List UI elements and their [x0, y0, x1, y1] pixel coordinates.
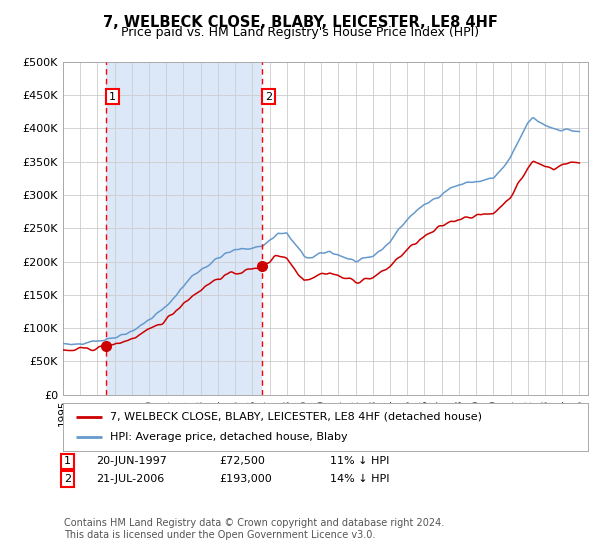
Text: 20-JUN-1997: 20-JUN-1997 — [96, 456, 167, 466]
Text: 14% ↓ HPI: 14% ↓ HPI — [330, 474, 389, 484]
Text: £193,000: £193,000 — [219, 474, 272, 484]
Bar — [106, 62, 262, 395]
Text: HPI: Average price, detached house, Blaby: HPI: Average price, detached house, Blab… — [110, 432, 348, 442]
Text: Contains HM Land Registry data © Crown copyright and database right 2024.
This d: Contains HM Land Registry data © Crown c… — [64, 518, 445, 540]
Text: 21-JUL-2006: 21-JUL-2006 — [96, 474, 164, 484]
Text: 2: 2 — [265, 92, 272, 101]
Text: 7, WELBECK CLOSE, BLABY, LEICESTER, LE8 4HF: 7, WELBECK CLOSE, BLABY, LEICESTER, LE8 … — [103, 15, 497, 30]
Text: 1: 1 — [64, 456, 71, 466]
Text: £72,500: £72,500 — [219, 456, 265, 466]
Text: 2: 2 — [64, 474, 71, 484]
Text: Price paid vs. HM Land Registry's House Price Index (HPI): Price paid vs. HM Land Registry's House … — [121, 26, 479, 39]
Text: 1: 1 — [109, 92, 116, 101]
Text: 11% ↓ HPI: 11% ↓ HPI — [330, 456, 389, 466]
Text: 7, WELBECK CLOSE, BLABY, LEICESTER, LE8 4HF (detached house): 7, WELBECK CLOSE, BLABY, LEICESTER, LE8 … — [110, 412, 482, 422]
